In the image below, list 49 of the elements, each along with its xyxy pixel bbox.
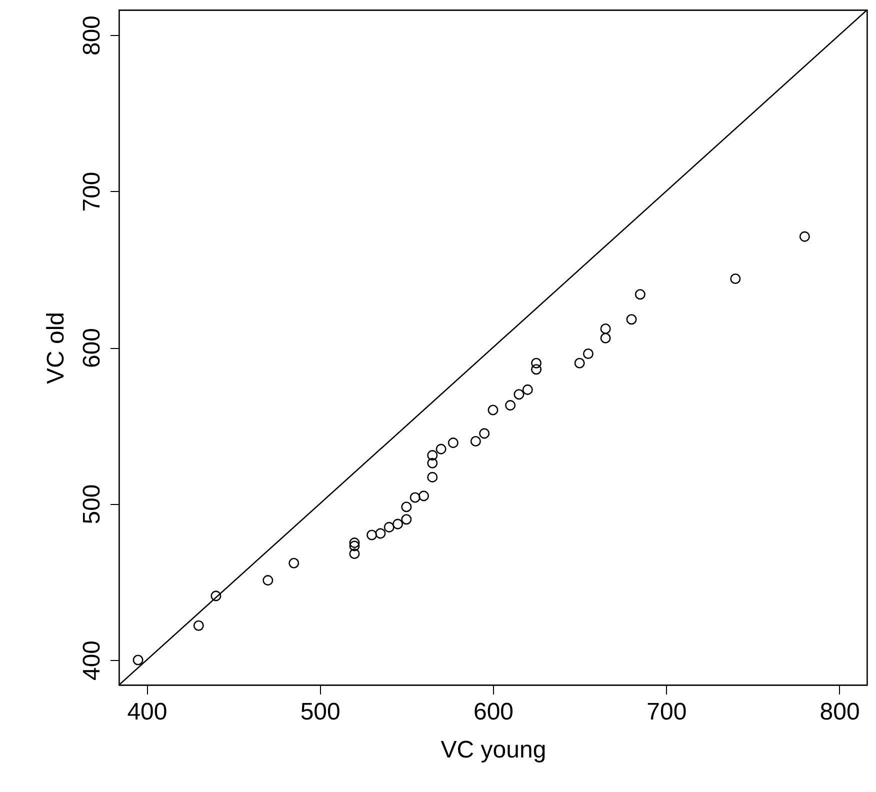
point — [132, 654, 144, 666]
point — [427, 450, 438, 461]
y-tick-label: 700 — [78, 172, 106, 212]
point — [366, 530, 378, 540]
y-tick-label: 600 — [78, 328, 106, 368]
y-tick-label: 500 — [78, 484, 106, 524]
point — [349, 548, 360, 559]
point — [193, 620, 204, 631]
point — [288, 558, 300, 568]
x-axis-title: VC young — [440, 736, 546, 764]
x-tick-label: 400 — [127, 698, 168, 726]
x-tick-label: 500 — [300, 698, 340, 726]
point — [349, 540, 360, 552]
y-axis-title: VC old — [42, 312, 70, 384]
point — [401, 514, 412, 525]
point — [531, 364, 542, 375]
point — [392, 518, 404, 530]
point — [522, 384, 533, 395]
point — [262, 575, 274, 586]
point — [410, 492, 420, 503]
point — [505, 400, 516, 411]
point — [427, 458, 438, 468]
x-tick-label: 700 — [646, 698, 687, 726]
point — [514, 389, 524, 400]
point — [384, 522, 394, 532]
point — [427, 472, 438, 482]
point — [418, 490, 429, 502]
point — [470, 436, 481, 446]
point — [375, 528, 386, 539]
x-tick-label: 800 — [820, 698, 860, 726]
point — [436, 444, 446, 454]
point — [730, 274, 741, 284]
point — [582, 348, 594, 359]
y-tick-label: 800 — [78, 15, 106, 56]
point — [349, 538, 360, 548]
point — [531, 358, 542, 368]
point — [799, 231, 810, 242]
point — [488, 404, 498, 416]
point — [600, 324, 611, 334]
point — [600, 332, 611, 344]
point — [401, 502, 412, 512]
point — [448, 438, 458, 448]
point — [634, 289, 646, 300]
y-tick-label: 400 — [78, 640, 106, 681]
x-tick-label: 600 — [473, 698, 514, 726]
point — [574, 358, 585, 368]
point — [626, 314, 637, 325]
point — [479, 428, 490, 439]
point — [210, 590, 222, 602]
